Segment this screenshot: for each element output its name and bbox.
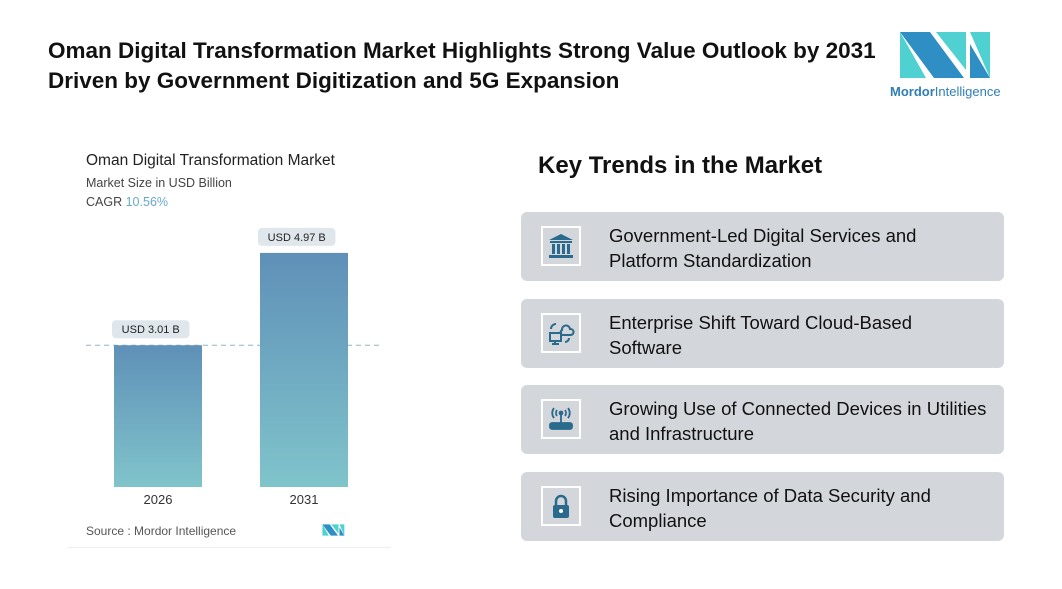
cagr-value: 10.56%: [125, 195, 169, 209]
trend-card-government: Government-Led Digital Services and Plat…: [521, 212, 1004, 281]
data-label: USD 3.01 B: [122, 324, 180, 336]
trend-text: Government-Led Digital Services and Plat…: [609, 225, 917, 271]
cagr: CAGR 10.56%: [86, 195, 169, 209]
mordor-logo-icon: [900, 32, 990, 78]
chart-title: Oman Digital Transformation Market: [86, 152, 335, 169]
x-tick-label: 2026: [144, 492, 173, 507]
chart-source: Source : Mordor Intelligence: [86, 524, 237, 538]
trend-card-cloud: Enterprise Shift Toward Cloud-Based Soft…: [521, 299, 1004, 368]
data-label-bg: [258, 227, 336, 246]
trend-text: Rising Importance of Data Security and C…: [609, 485, 931, 531]
wireless-router-icon: [541, 399, 581, 439]
data-label-bg: [112, 320, 190, 339]
mini-logo-icon: [322, 524, 345, 536]
government-building-icon: [541, 226, 581, 266]
bar-2031: [260, 252, 348, 487]
x-tick-label: 2031: [290, 492, 319, 507]
bar-chart: USD 3.01 B 2026 USD 4.97 B 2031: [86, 227, 380, 507]
trend-card-security: Rising Importance of Data Security and C…: [521, 472, 1004, 541]
chart-subtitle: Market Size in USD Billion: [86, 176, 232, 190]
trend-text: Growing Use of Connected Devices in Util…: [609, 398, 987, 444]
cloud-computer-sync-icon: [541, 313, 581, 353]
trends-heading: Key Trends in the Market: [538, 152, 823, 179]
trend-text: Enterprise Shift Toward Cloud-Based Soft…: [609, 312, 913, 358]
logo-text: MordorIntelligence: [890, 84, 1001, 99]
chart-panel: USD 3.01 B 2026 USD 4.97 B 2031 Oman Digita…: [68, 140, 390, 548]
padlock-icon: [541, 486, 581, 526]
page-title: Oman Digital Transformation Market Highl…: [48, 38, 876, 93]
data-label: USD 4.97 B: [268, 232, 326, 244]
trend-card-devices: Growing Use of Connected Devices in Util…: [521, 385, 1004, 454]
bar-2026: [114, 345, 202, 487]
